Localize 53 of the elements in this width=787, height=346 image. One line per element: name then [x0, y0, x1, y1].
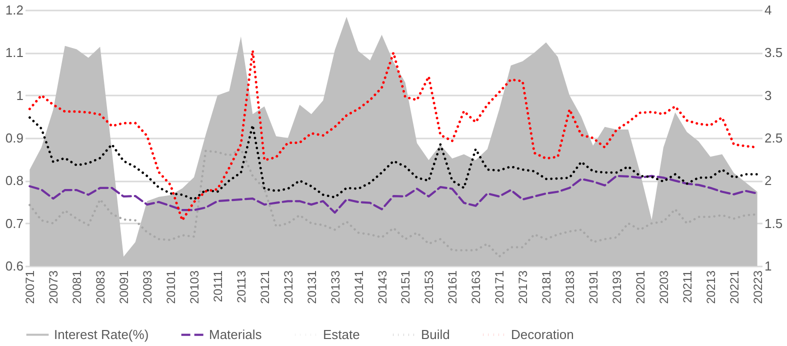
x-tick-label: 20113 — [234, 270, 248, 303]
y-tick-label: 0.9 — [5, 130, 24, 146]
x-tick-label: 20071 — [23, 270, 38, 304]
x-tick-label: 20223 — [750, 270, 765, 304]
x-tick-label: 20171 — [492, 270, 507, 304]
legend-label: Materials — [209, 326, 262, 342]
x-tick-label: 20193 — [610, 270, 624, 304]
y2-tick-label: 3.5 — [764, 45, 783, 60]
x-tick-label: 20091 — [117, 270, 132, 304]
y2-tick-label: 1 — [764, 258, 772, 274]
y2-tick-label: 2 — [764, 173, 772, 188]
x-tick-label: 20213 — [704, 270, 718, 304]
x-tick-label: 20211 — [680, 270, 694, 303]
y2-tick-label: 2.5 — [764, 130, 783, 146]
y-tick-label: 0.8 — [5, 173, 24, 188]
legend-label: Decoration — [511, 326, 574, 342]
x-tick-label: 20073 — [46, 270, 61, 304]
x-tick-label: 20083 — [94, 270, 108, 304]
x-tick-label: 20163 — [469, 270, 484, 304]
x-tick-label: 20183 — [563, 270, 578, 304]
x-tick-label: 20121 — [258, 270, 272, 304]
y-tick-label: 0.7 — [5, 216, 24, 231]
x-tick-label: 20191 — [586, 270, 601, 304]
x-tick-label: 20181 — [540, 270, 554, 304]
x-tick-label: 20153 — [422, 270, 436, 304]
x-tick-label: 20203 — [656, 270, 671, 304]
y-tick-label: 0.6 — [5, 258, 24, 274]
legend-label: Build — [421, 326, 450, 342]
x-tick-label: 20123 — [281, 270, 296, 304]
legend-label: Estate — [323, 326, 360, 342]
line-series — [28, 174, 758, 214]
x-tick-label: 20081 — [70, 270, 84, 304]
y2-tick-label: 1.5 — [764, 216, 783, 231]
legend-label: Interest Rate(%) — [54, 326, 149, 342]
x-tick-label: 20133 — [328, 270, 342, 304]
y2-tick-label: 3 — [764, 88, 772, 103]
y2-tick-label: 4 — [764, 2, 772, 18]
x-tick-label: 20101 — [164, 270, 178, 304]
x-tick-label: 20103 — [187, 270, 202, 304]
x-tick-label: 20173 — [516, 270, 530, 304]
x-tick-label: 20143 — [375, 270, 390, 304]
line-series — [28, 116, 758, 201]
x-tick-label: 20111 — [210, 270, 225, 302]
x-tick-label: 20131 — [304, 270, 319, 304]
x-tick-label: 20201 — [633, 270, 648, 304]
y-tick-label: 1 — [16, 88, 24, 103]
x-tick-label: 20161 — [446, 270, 460, 304]
y-tick-label: 1.2 — [5, 2, 24, 18]
x-tick-label: 20151 — [398, 270, 413, 304]
x-tick-label: 20141 — [352, 270, 366, 304]
y-tick-label: 1.1 — [5, 45, 24, 60]
x-tick-label: 20093 — [140, 270, 155, 304]
x-tick-label: 20221 — [727, 270, 742, 304]
